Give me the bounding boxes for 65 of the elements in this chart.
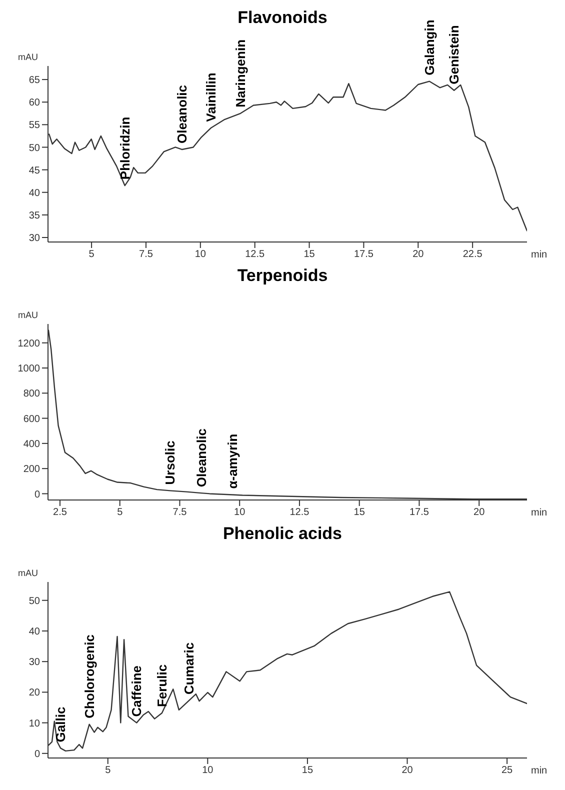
annotation: Cholorogenic <box>82 634 97 718</box>
x-tick-label: 5 <box>88 249 95 260</box>
x-tick-label: 20 <box>474 507 486 518</box>
y-axis-title: mAU <box>18 310 38 320</box>
x-tick-label: 10 <box>194 249 206 260</box>
x-tick-label: 17.5 <box>409 507 430 518</box>
y-tick-label: 50 <box>28 142 40 154</box>
x-tick-label: 12.5 <box>245 249 266 260</box>
y-tick-label: 30 <box>28 233 40 244</box>
annotation: Oleanolic <box>174 84 190 144</box>
y-tick-label: 55 <box>28 120 40 132</box>
x-tick-label: 5 <box>105 765 112 776</box>
annotation: Genistein <box>446 25 462 84</box>
y-tick-label: 10 <box>28 718 40 730</box>
x-tick-label: 10 <box>234 507 246 518</box>
y-tick-label: 800 <box>23 388 40 400</box>
chart-title: Phenolic acids <box>222 524 344 544</box>
y-tick-label: 400 <box>23 438 40 450</box>
x-tick-label: 12.5 <box>290 507 310 518</box>
y-axis-title: mAU <box>18 568 38 578</box>
y-tick-label: 1200 <box>18 338 40 350</box>
x-tick-label: 20 <box>412 249 424 260</box>
y-tick-label: 65 <box>28 75 40 86</box>
y-tick-label: 45 <box>28 165 40 176</box>
y-axis-title: mAU <box>18 52 38 62</box>
x-tick-label: 5 <box>117 507 124 518</box>
chart-title: Flavonoids <box>238 8 328 27</box>
y-tick-label: 35 <box>28 210 40 222</box>
y-tick-label: 0 <box>34 748 40 760</box>
y-tick-label: 600 <box>23 414 40 425</box>
x-tick-label: 10 <box>202 765 214 776</box>
y-tick-label: 1000 <box>18 364 40 375</box>
annotation: Gallic <box>53 706 68 742</box>
annotation: α-amyrin <box>224 434 240 489</box>
y-tick-label: 20 <box>28 688 40 699</box>
x-tick-label: 22.5 <box>462 249 483 260</box>
annotation: Caffeine <box>129 666 144 717</box>
y-tick-label: 60 <box>28 98 40 109</box>
x-tick-label: 15 <box>304 249 316 260</box>
annotation: Oleanolic <box>194 428 209 488</box>
y-tick-label: 40 <box>28 626 40 638</box>
annotation: Galangin <box>422 20 438 76</box>
y-tick-label: 30 <box>28 657 40 668</box>
annotation: Phloridzin <box>117 116 132 180</box>
y-tick-label: 50 <box>28 596 40 607</box>
x-tick-label: 25 <box>501 765 514 776</box>
x-axis-title: min <box>531 250 548 261</box>
y-tick-label: 40 <box>28 188 40 199</box>
x-tick-label: 15 <box>302 765 314 776</box>
x-tick-label: 7.5 <box>172 507 188 518</box>
y-tick-label: 200 <box>23 464 40 476</box>
annotation: Ferulic <box>154 664 170 708</box>
annotation: Cumaric <box>182 642 197 694</box>
x-tick-label: 17.5 <box>354 249 374 260</box>
x-tick-label: 15 <box>354 507 366 518</box>
x-tick-label: 7.5 <box>139 249 154 260</box>
x-tick-label: 2.5 <box>53 507 68 518</box>
x-tick-label: 20 <box>402 765 414 776</box>
annotation: Vainillin <box>204 72 219 122</box>
y-tick-label: 0 <box>34 489 40 500</box>
chart-title: Terpenoids <box>236 266 329 286</box>
x-axis-title: min <box>531 766 548 777</box>
annotation: Naringenin <box>233 39 248 108</box>
x-axis-title: min <box>531 508 548 519</box>
annotation: Ursolic <box>162 440 178 485</box>
